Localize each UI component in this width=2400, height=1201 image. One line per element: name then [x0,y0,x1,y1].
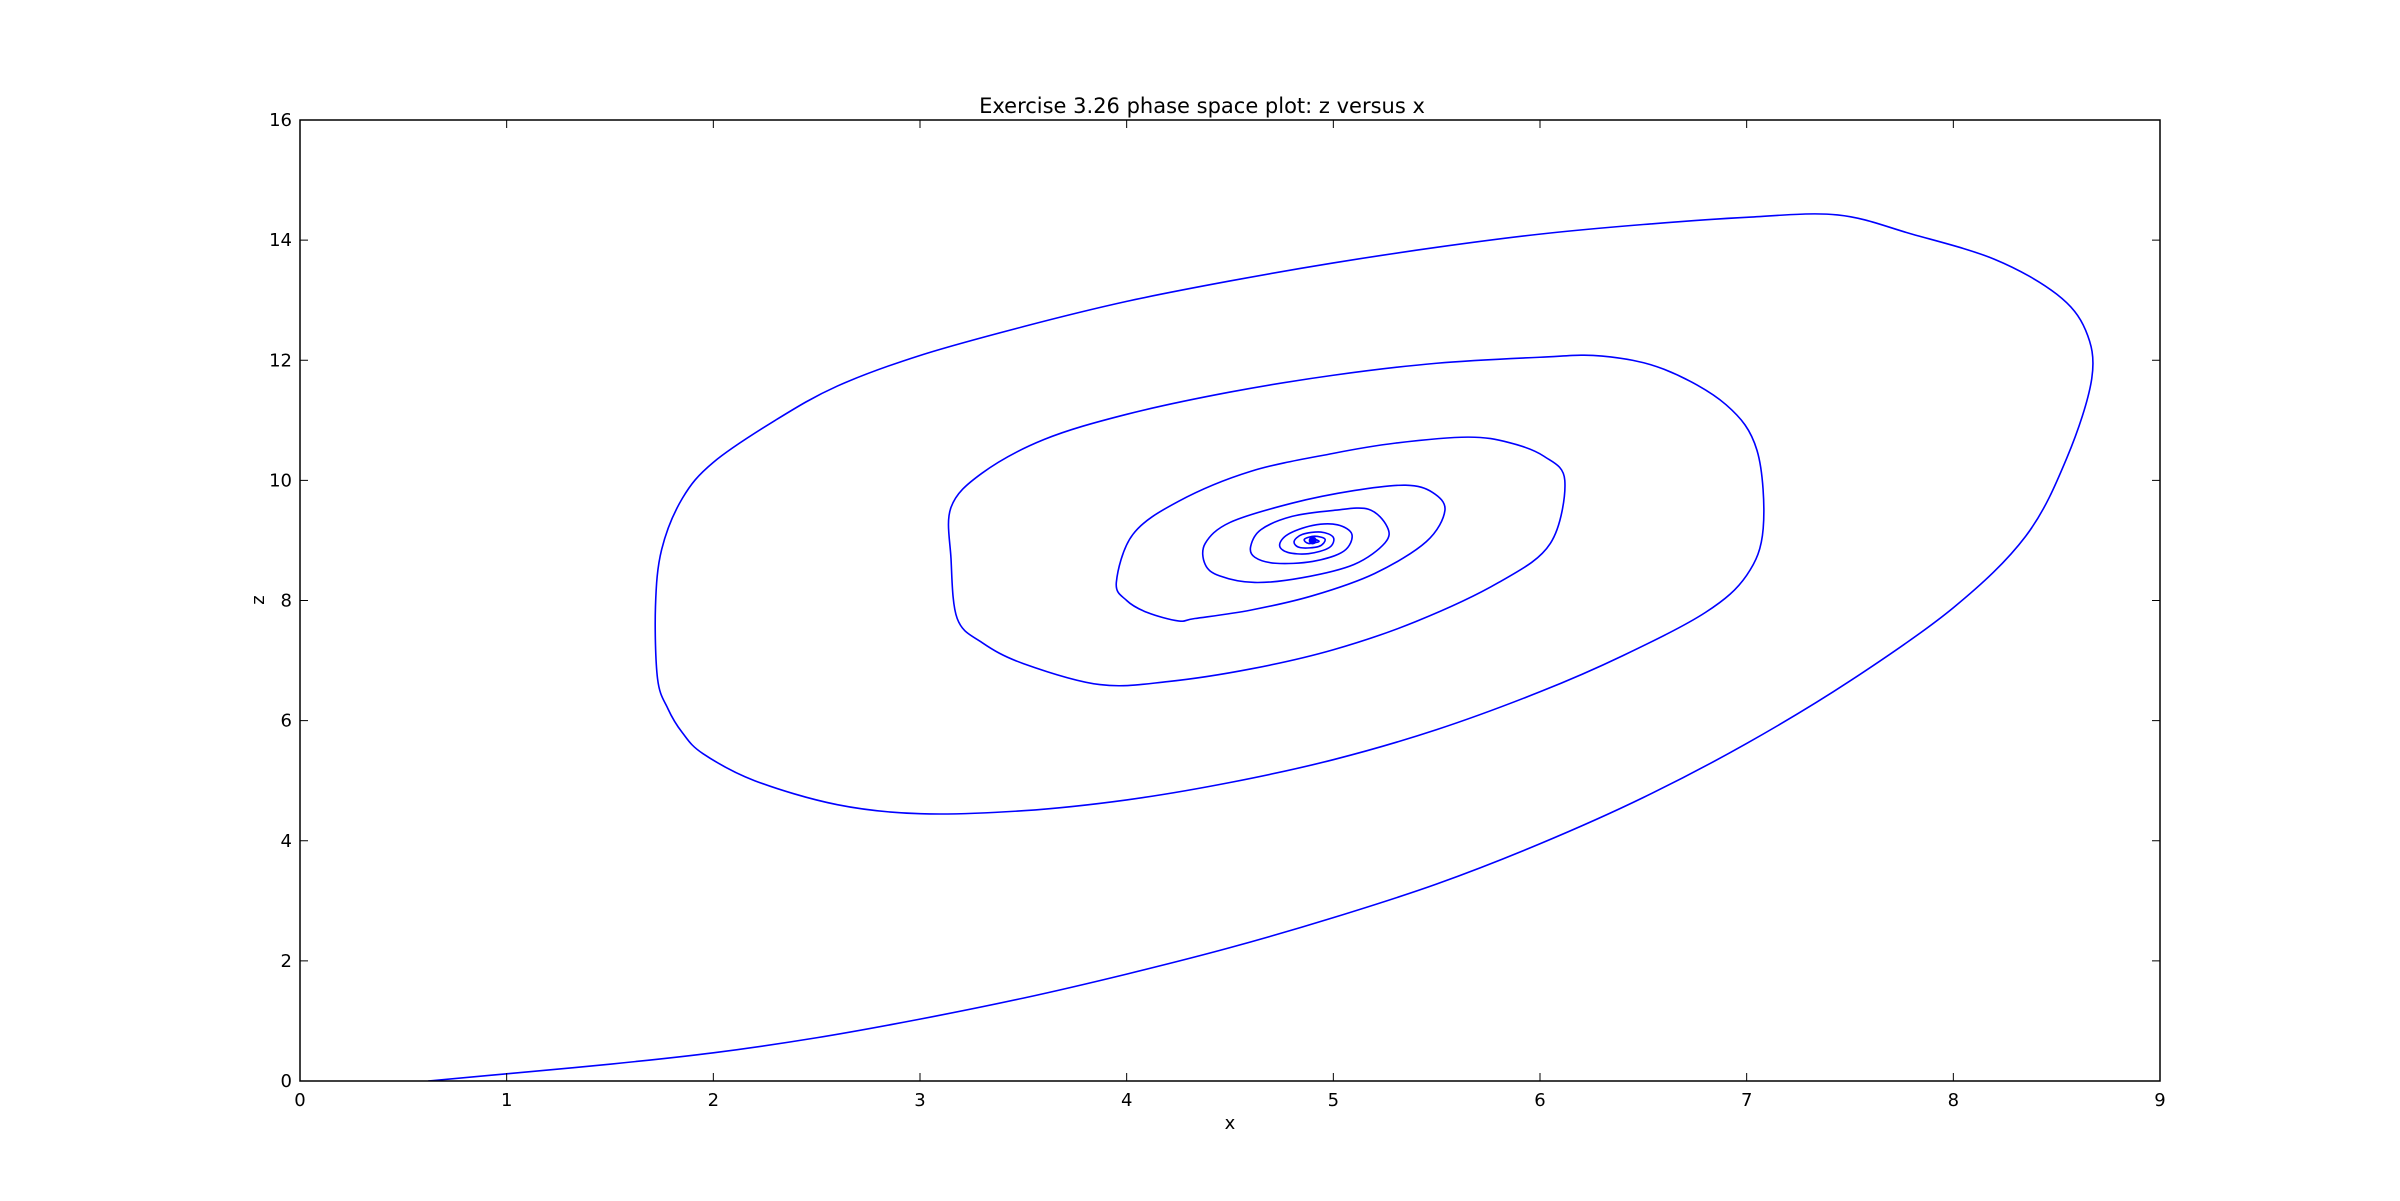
y-tick-label-2: 2 [281,951,292,972]
x-tick-label-6: 6 [1534,1090,1545,1111]
y-tick-label-6: 6 [281,711,292,732]
equilibrium-point [1308,536,1317,545]
y-tick-label-8: 8 [281,591,292,612]
x-tick-label-1: 1 [501,1090,512,1111]
y-tick-label-16: 16 [269,110,292,131]
x-tick-label-7: 7 [1741,1090,1752,1111]
x-tick-label-2: 2 [708,1090,719,1111]
chart-title: Exercise 3.26 phase space plot: z versus… [979,94,1425,118]
x-tick-label-8: 8 [1948,1090,1959,1111]
x-tick-label-4: 4 [1121,1090,1132,1111]
x-tick-label-0: 0 [294,1090,305,1111]
x-tick-label-3: 3 [914,1090,925,1111]
x-tick-label-9: 9 [2154,1090,2165,1111]
y-tick-label-0: 0 [281,1071,292,1092]
plot-area [299,119,2161,1082]
y-tick-label-4: 4 [281,831,292,852]
series-line-0 [428,213,2094,1081]
y-tick-label-10: 10 [269,470,292,491]
x-tick-label-5: 5 [1328,1090,1339,1111]
x-axis-label: x [1225,1113,1236,1134]
y-axis-label: z [248,595,269,604]
y-tick-label-14: 14 [269,230,292,251]
y-tick-label-12: 12 [269,350,292,371]
